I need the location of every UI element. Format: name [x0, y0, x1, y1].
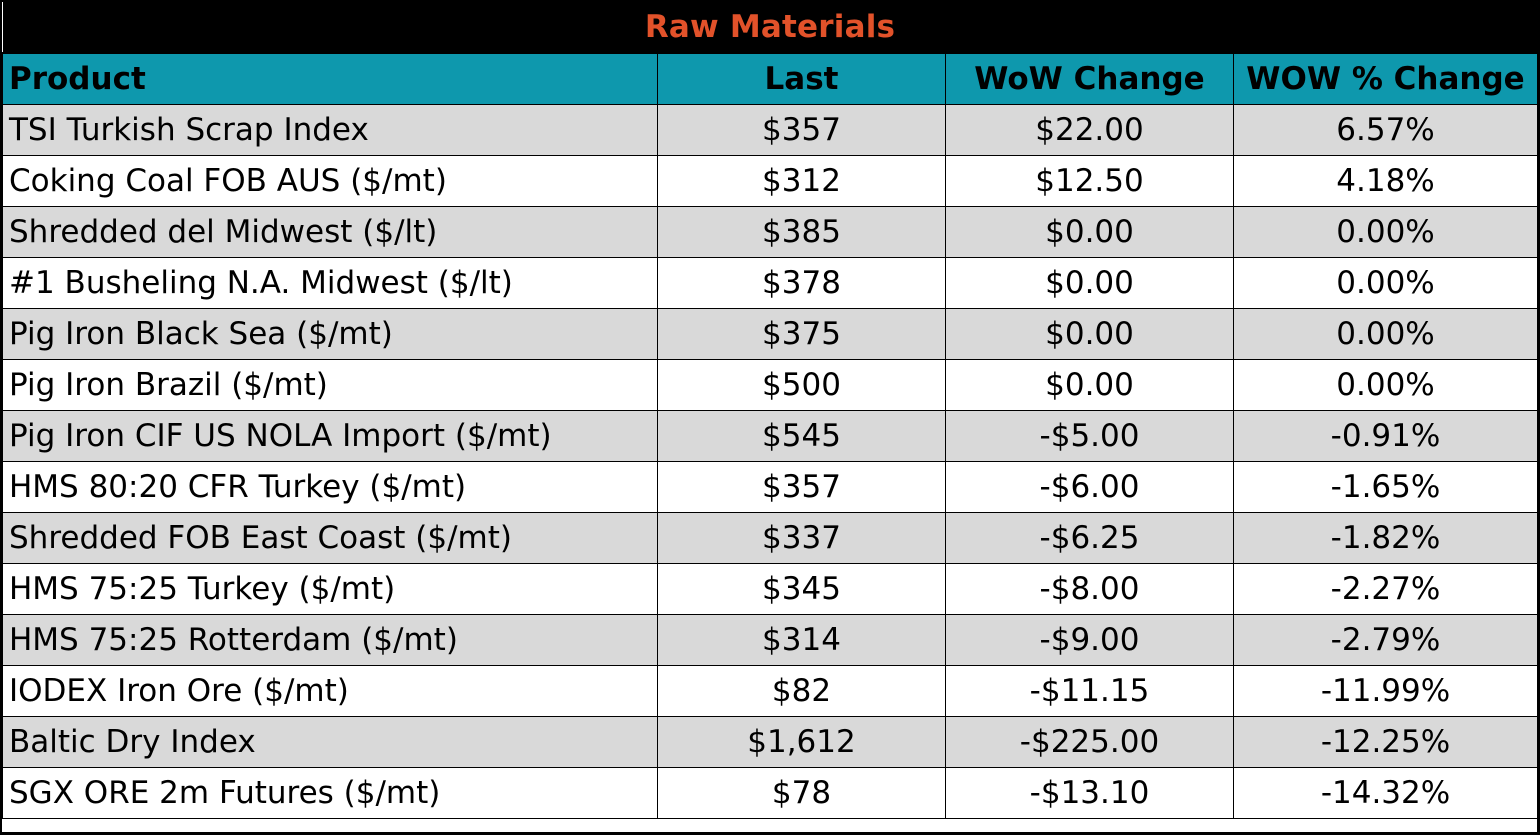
cell-product: Pig Iron Black Sea ($/mt): [2, 308, 658, 360]
cell-wow-pct-change: 0.00%: [1232, 359, 1539, 411]
cell-wow-pct-change: 6.57%: [1232, 104, 1539, 156]
table-row: TSI Turkish Scrap Index $357 $22.00 6.57%: [2, 104, 1539, 156]
cell-wow-pct-change: 0.00%: [1232, 308, 1539, 360]
cell-wow-pct-change: -1.82%: [1232, 512, 1539, 564]
cell-product: TSI Turkish Scrap Index: [2, 104, 658, 156]
cell-last: $82: [657, 665, 946, 717]
table-row: HMS 75:25 Turkey ($/mt) $345 -$8.00 -2.27%: [2, 563, 1539, 615]
cell-last: $385: [657, 206, 946, 258]
cell-wow-pct-change: -2.79%: [1232, 614, 1539, 666]
table-body: TSI Turkish Scrap Index $357 $22.00 6.57% Co…: [2, 104, 1539, 819]
table-row: Shredded FOB East Coast ($/mt) $337 -$6.25…: [2, 512, 1539, 564]
cell-last: $312: [657, 155, 946, 207]
header-wow-change: WoW Change: [945, 52, 1234, 105]
cell-product: #1 Busheling N.A. Midwest ($/lt): [2, 257, 658, 309]
cell-product: HMS 75:25 Turkey ($/mt): [2, 563, 658, 615]
table-title-cell: Raw Materials: [2, 2, 1538, 53]
cell-wow-change: -$6.00: [945, 461, 1234, 513]
cell-wow-change: -$11.15: [945, 665, 1234, 717]
cell-last: $375: [657, 308, 946, 360]
cell-wow-pct-change: 0.00%: [1232, 206, 1539, 258]
cell-last: $337: [657, 512, 946, 564]
cell-wow-change: -$8.00: [945, 563, 1234, 615]
cell-wow-change: $12.50: [945, 155, 1234, 207]
cell-wow-pct-change: -12.25%: [1232, 716, 1539, 768]
cell-last: $378: [657, 257, 946, 309]
cell-wow-change: -$225.00: [945, 716, 1234, 768]
cell-last: $314: [657, 614, 946, 666]
cell-wow-change: $0.00: [945, 359, 1234, 411]
table-row: IODEX Iron Ore ($/mt) $82 -$11.15 -11.99%: [2, 665, 1539, 717]
cell-last: $78: [657, 767, 946, 819]
cell-wow-pct-change: -14.32%: [1232, 767, 1539, 819]
cell-wow-pct-change: -2.27%: [1232, 563, 1539, 615]
table-row: #1 Busheling N.A. Midwest ($/lt) $378 $0.0…: [2, 257, 1539, 309]
cell-wow-change: $0.00: [945, 206, 1234, 258]
cell-wow-pct-change: 0.00%: [1232, 257, 1539, 309]
table-row: Baltic Dry Index $1,612 -$225.00 -12.25%: [2, 716, 1539, 768]
cell-wow-change: -$6.25: [945, 512, 1234, 564]
table-row: Pig Iron CIF US NOLA Import ($/mt) $545 -$…: [2, 410, 1539, 462]
cell-last: $357: [657, 104, 946, 156]
cell-product: Shredded FOB East Coast ($/mt): [2, 512, 658, 564]
cell-wow-change: $0.00: [945, 257, 1234, 309]
header-product: Product: [2, 52, 658, 105]
table-row: Shredded del Midwest ($/lt) $385 $0.00 0.00…: [2, 206, 1539, 258]
cell-wow-change: -$5.00: [945, 410, 1234, 462]
cell-wow-pct-change: -1.65%: [1232, 461, 1539, 513]
table-row: Pig Iron Brazil ($/mt) $500 $0.00 0.00%: [2, 359, 1539, 411]
cell-last: $345: [657, 563, 946, 615]
cell-product: Baltic Dry Index: [2, 716, 658, 768]
cell-product: HMS 80:20 CFR Turkey ($/mt): [2, 461, 658, 513]
cell-product: IODEX Iron Ore ($/mt): [2, 665, 658, 717]
cell-wow-change: -$13.10: [945, 767, 1234, 819]
cell-product: HMS 75:25 Rotterdam ($/mt): [2, 614, 658, 666]
table-row: Pig Iron Black Sea ($/mt) $375 $0.00 0.00%: [2, 308, 1539, 360]
table-row: HMS 80:20 CFR Turkey ($/mt) $357 -$6.00 -1.…: [2, 461, 1539, 513]
table-title: Raw Materials: [644, 9, 896, 45]
cell-wow-pct-change: 4.18%: [1232, 155, 1539, 207]
table-row: Coking Coal FOB AUS ($/mt) $312 $12.50 4.18…: [2, 155, 1539, 207]
title-row: Raw Materials: [2, 2, 1538, 53]
cell-last: $545: [657, 410, 946, 462]
raw-materials-table: Raw Materials Product Last WoW Change WO…: [2, 2, 1539, 819]
cell-wow-pct-change: -0.91%: [1232, 410, 1539, 462]
header-last: Last: [657, 52, 946, 105]
cell-product: Coking Coal FOB AUS ($/mt): [2, 155, 658, 207]
cell-product: Pig Iron CIF US NOLA Import ($/mt): [2, 410, 658, 462]
header-row: Product Last WoW Change WOW % Change: [2, 52, 1539, 105]
cell-wow-change: $0.00: [945, 308, 1234, 360]
table-row: HMS 75:25 Rotterdam ($/mt) $314 -$9.00 -2.7…: [2, 614, 1539, 666]
cell-last: $1,612: [657, 716, 946, 768]
cell-last: $357: [657, 461, 946, 513]
cell-last: $500: [657, 359, 946, 411]
cell-wow-change: $22.00: [945, 104, 1234, 156]
header-wow-pct-change: WOW % Change: [1232, 52, 1539, 105]
table-row: SGX ORE 2m Futures ($/mt) $78 -$13.10 -14.3…: [2, 767, 1539, 819]
cell-wow-pct-change: -11.99%: [1232, 665, 1539, 717]
cell-product: Pig Iron Brazil ($/mt): [2, 359, 658, 411]
cell-wow-change: -$9.00: [945, 614, 1234, 666]
cell-product: SGX ORE 2m Futures ($/mt): [2, 767, 658, 819]
cell-product: Shredded del Midwest ($/lt): [2, 206, 658, 258]
